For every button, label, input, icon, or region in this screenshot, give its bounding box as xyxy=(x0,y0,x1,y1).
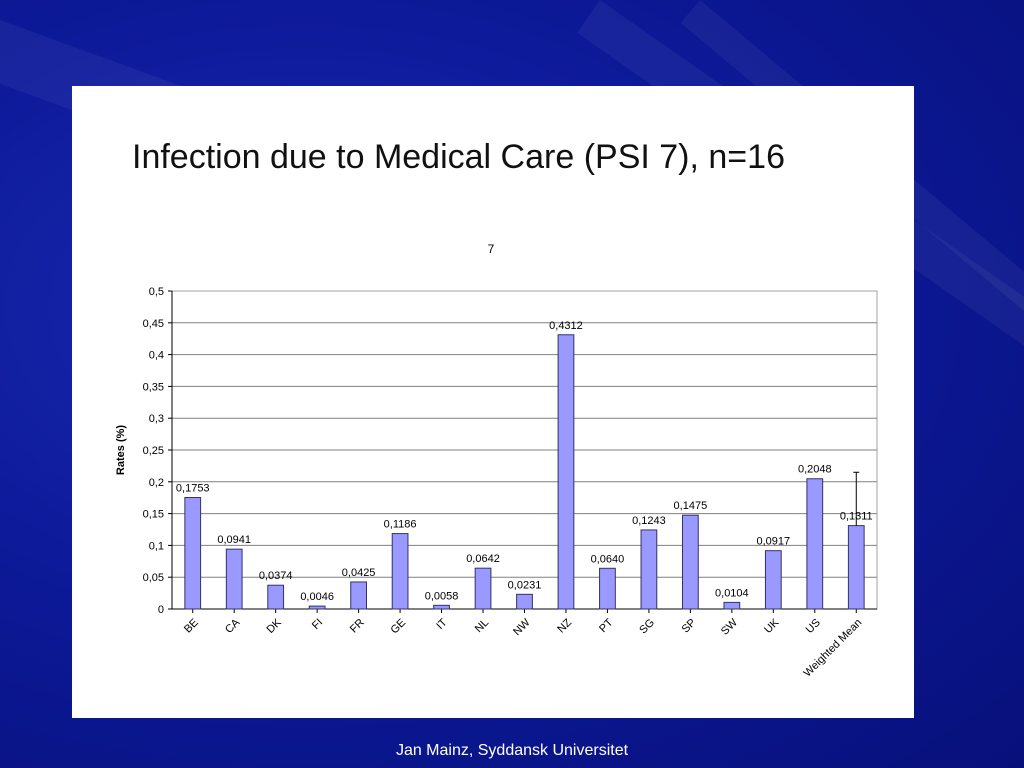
x-tick-label: FI xyxy=(310,617,325,632)
y-tick-label: 0,05 xyxy=(143,572,164,584)
value-label: 0,1311 xyxy=(840,511,873,523)
x-tick-label: SW xyxy=(719,616,740,637)
value-label: 0,1186 xyxy=(384,519,417,531)
value-label: 0,0058 xyxy=(425,590,459,602)
y-tick-label: 0,5 xyxy=(149,286,164,298)
y-tick-label: 0,3 xyxy=(149,413,164,425)
value-label: 0,0425 xyxy=(342,567,376,579)
slide-footer: Jan Mainz, Syddansk Universitet xyxy=(395,742,629,759)
y-tick-label: 0,45 xyxy=(143,318,164,330)
bar xyxy=(267,584,285,610)
y-axis-label: Rates (%) xyxy=(115,425,127,475)
value-label: 0,0374 xyxy=(259,570,293,582)
chart-title: 7 xyxy=(488,242,495,256)
x-tick-label: SP xyxy=(680,617,699,636)
y-tick-labels: 0 0,05 0,1 0,15 0,2 0,25 0,3 0,35 0,4 0,45 0,5 xyxy=(143,286,164,616)
bar xyxy=(308,605,326,610)
bar xyxy=(516,593,533,610)
y-tick-label: 0,1 xyxy=(149,540,164,552)
value-label: 0,0642 xyxy=(466,553,500,565)
y-tick-label: 0,4 xyxy=(149,350,164,362)
x-tick-labels: BE CA DK FI FR GE IT NL NW NZ PT SG SP SW UK USWeighted… xyxy=(182,616,864,679)
value-labels: 0,1753 0,0941 0,0374 0,0046 0,0425 0,1186 0,00… xyxy=(176,320,873,603)
bar xyxy=(599,567,616,610)
bar xyxy=(474,567,492,610)
bar xyxy=(723,601,741,610)
x-tick-label: BE xyxy=(182,617,201,636)
x-tick-label: DK xyxy=(265,616,285,636)
x-tick-label: NW xyxy=(511,616,533,638)
x-tick-label: CA xyxy=(223,616,243,636)
bar xyxy=(682,514,699,610)
value-label: 0,2048 xyxy=(798,464,832,476)
x-tick-label: PT xyxy=(597,616,616,635)
bar xyxy=(433,604,450,610)
bar xyxy=(764,550,782,610)
value-label: 0,1753 xyxy=(176,483,210,495)
y-tick-label: 0,2 xyxy=(149,477,164,489)
value-label: 0,4312 xyxy=(549,320,583,332)
x-tick-label: IT xyxy=(434,616,450,632)
bar xyxy=(184,497,202,610)
x-tick-label: UK xyxy=(762,616,782,636)
bar xyxy=(225,548,243,610)
y-tick-label: 0,25 xyxy=(143,445,164,457)
bars xyxy=(184,334,865,610)
y-tick-label: 0 xyxy=(158,604,164,616)
x-tick-label: GE xyxy=(388,617,408,637)
value-label: 0,1243 xyxy=(632,515,666,527)
slide-title: Infection due to Medical Care (PSI 7), n… xyxy=(132,138,785,176)
x-tick-label: SG xyxy=(637,617,657,637)
x-tick-label: NL xyxy=(473,617,491,635)
bar xyxy=(350,581,367,610)
y-tick-label: 0,15 xyxy=(143,509,164,521)
value-label: 0,1475 xyxy=(674,500,708,512)
gridlines xyxy=(172,290,877,578)
value-label: 0,0231 xyxy=(508,579,542,591)
value-label: 0,0046 xyxy=(300,591,334,603)
x-tick-label: US xyxy=(804,617,823,636)
value-label: 0,0917 xyxy=(756,536,790,548)
bar xyxy=(847,525,865,610)
value-label: 0,0941 xyxy=(217,534,251,546)
bar xyxy=(557,334,575,610)
y-tick-label: 0,35 xyxy=(143,381,164,393)
bar xyxy=(391,533,409,610)
bar xyxy=(806,478,824,610)
x-tick-label: NZ xyxy=(555,616,574,635)
bar xyxy=(640,529,658,610)
bar-chart: 7 Rates (%) 0 0,05 0,1 0,15 0,2 0,25 0,3 0,35 0,… xyxy=(115,242,878,679)
value-label: 0,0104 xyxy=(715,587,749,599)
x-tick-label: FR xyxy=(348,617,367,636)
value-label: 0,0640 xyxy=(591,553,625,565)
